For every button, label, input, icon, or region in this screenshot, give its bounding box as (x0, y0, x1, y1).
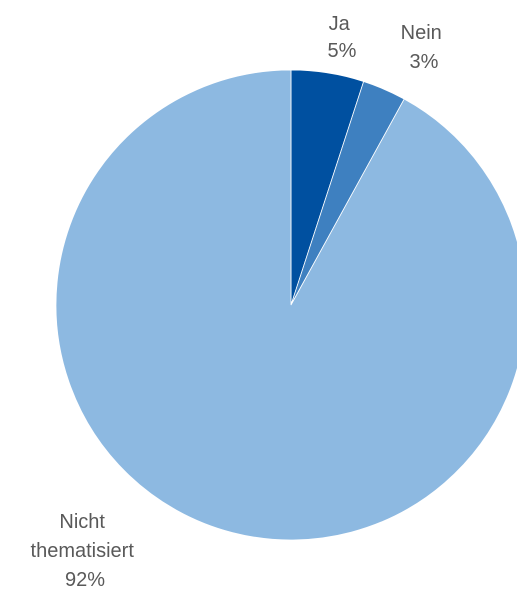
slice-label-nicht-thematisiert-percent: 92% (65, 569, 105, 591)
slice-label-ja: Ja 5% (328, 13, 357, 62)
slice-label-ja-name: Ja (329, 13, 351, 35)
slice-label-nicht-thematisiert-line1: Nicht (59, 511, 105, 533)
slice-label-ja-percent: 5% (328, 40, 357, 62)
pie-slices (55, 69, 517, 541)
slice-label-nein: Nein 3% (401, 22, 448, 73)
slice-label-nicht-thematisiert: Nicht thematisiert 92% (31, 511, 140, 591)
slice-label-nicht-thematisiert-line2: thematisiert (31, 540, 135, 562)
pie-slice-nicht-thematisiert (55, 69, 517, 541)
pie-labels: Ja 5% Nein 3% Nicht thematisiert 92% (31, 13, 448, 591)
slice-label-nein-percent: 3% (410, 51, 439, 73)
slice-label-nein-name: Nein (401, 22, 442, 44)
